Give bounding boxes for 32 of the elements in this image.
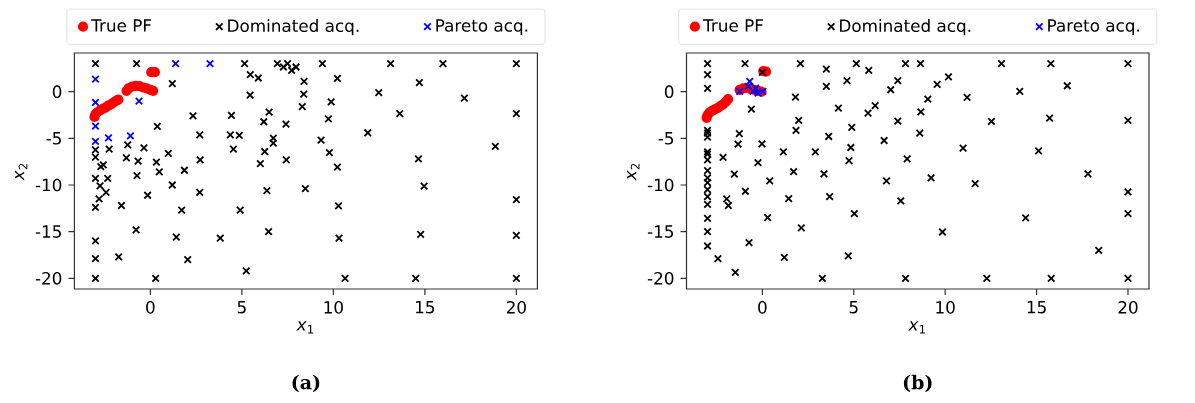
text: (b) [903, 374, 932, 393]
x-tick-label: 10 [324, 300, 343, 314]
y-tick-label: -20 [35, 271, 62, 285]
legend-label: True PF [91, 19, 152, 32]
y-tick-label: 0 [664, 85, 674, 99]
y-tick-label: -15 [35, 225, 61, 238]
y-tick-label: -20 [647, 271, 674, 285]
y-tick-label: -10 [647, 178, 674, 192]
y-tick-label: -15 [647, 225, 674, 238]
x-axis-title: x$_{1}$ [296, 321, 314, 334]
x-tick-label: 20 [1118, 300, 1138, 314]
legend-label: True PF [703, 19, 763, 32]
x-tick-label: 10 [936, 300, 955, 314]
x-tick-label: 20 [506, 300, 526, 314]
text: (a) [292, 374, 320, 393]
y-tick-label: -5 [46, 132, 61, 145]
y-tick-label: 0 [52, 85, 62, 99]
x-tick-label: 5 [849, 300, 858, 314]
x-tick-label: 15 [1027, 300, 1046, 314]
legend-label: Dominated acq. [840, 19, 971, 36]
legend-label: Pareto acq. [436, 19, 528, 36]
y-tick-label: -5 [658, 132, 674, 145]
y-axis-title: x$_{2}$ [14, 163, 28, 181]
legend-label: Pareto acq. [1048, 19, 1140, 36]
y-axis-title: x$_{2}$ [627, 163, 640, 181]
legend-label: Dominated acq. [228, 19, 359, 36]
x-tick-label: 0 [146, 300, 155, 314]
x-tick-label: 0 [758, 300, 767, 314]
y-tick-label: -10 [35, 178, 62, 192]
x-tick-label: 5 [237, 300, 246, 314]
x-axis-title: x$_{1}$ [908, 321, 925, 334]
x-tick-label: 15 [416, 300, 435, 314]
